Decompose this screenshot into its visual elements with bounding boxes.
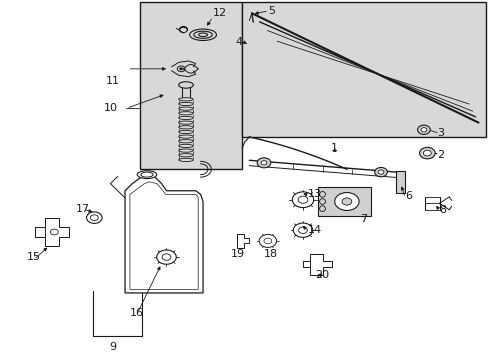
Ellipse shape (178, 126, 193, 129)
Circle shape (261, 161, 266, 165)
Polygon shape (125, 175, 203, 293)
Ellipse shape (178, 107, 193, 110)
Circle shape (423, 150, 430, 156)
Text: 9: 9 (109, 342, 116, 352)
Polygon shape (317, 187, 370, 216)
Text: 11: 11 (106, 76, 120, 86)
Ellipse shape (193, 31, 212, 39)
Bar (140, 3, 242, 169)
Circle shape (259, 234, 276, 247)
Ellipse shape (319, 206, 325, 212)
Circle shape (257, 158, 270, 168)
Text: 19: 19 (230, 248, 244, 258)
Ellipse shape (137, 171, 157, 179)
Text: 13: 13 (307, 189, 321, 199)
Ellipse shape (178, 130, 193, 134)
Ellipse shape (178, 82, 193, 88)
Circle shape (293, 223, 312, 237)
Circle shape (298, 227, 307, 233)
Ellipse shape (319, 192, 325, 197)
Polygon shape (44, 218, 69, 246)
Ellipse shape (319, 199, 325, 204)
Polygon shape (237, 234, 249, 248)
Text: 18: 18 (264, 248, 278, 258)
Text: 10: 10 (103, 103, 118, 113)
Text: 14: 14 (307, 225, 322, 235)
Circle shape (50, 229, 58, 235)
Text: 5: 5 (267, 6, 274, 17)
Text: 12: 12 (212, 8, 226, 18)
Ellipse shape (178, 149, 193, 152)
Text: 3: 3 (436, 129, 443, 138)
Text: 15: 15 (27, 252, 41, 262)
Text: 7: 7 (360, 215, 367, 224)
Ellipse shape (178, 140, 193, 143)
Text: 4: 4 (235, 37, 242, 47)
Ellipse shape (178, 102, 193, 105)
Ellipse shape (178, 121, 193, 124)
Ellipse shape (178, 154, 193, 157)
Text: 16: 16 (130, 308, 144, 318)
Circle shape (417, 125, 429, 134)
Text: 20: 20 (315, 270, 329, 280)
Circle shape (341, 198, 351, 205)
Ellipse shape (178, 144, 193, 148)
Circle shape (334, 193, 358, 211)
Circle shape (264, 238, 271, 244)
Circle shape (298, 196, 307, 203)
Ellipse shape (178, 98, 193, 101)
Text: 2: 2 (436, 150, 443, 160)
Text: 6: 6 (405, 191, 411, 201)
Bar (242, 3, 485, 137)
Circle shape (162, 254, 170, 260)
Circle shape (177, 66, 184, 72)
Circle shape (179, 68, 182, 70)
Circle shape (90, 215, 98, 221)
Text: 8: 8 (439, 206, 446, 216)
Ellipse shape (141, 172, 153, 177)
Ellipse shape (178, 135, 193, 138)
Ellipse shape (198, 33, 207, 37)
Circle shape (292, 192, 313, 208)
Polygon shape (395, 171, 405, 193)
Text: 17: 17 (76, 204, 89, 214)
Polygon shape (130, 182, 198, 289)
Circle shape (419, 147, 434, 159)
Polygon shape (310, 253, 331, 275)
Circle shape (157, 250, 176, 264)
Circle shape (377, 170, 383, 174)
Circle shape (420, 128, 426, 132)
Circle shape (374, 167, 386, 177)
Ellipse shape (189, 29, 216, 41)
Text: 1: 1 (330, 143, 338, 153)
Ellipse shape (178, 158, 193, 162)
Ellipse shape (178, 116, 193, 120)
Circle shape (86, 212, 102, 224)
Ellipse shape (178, 112, 193, 115)
